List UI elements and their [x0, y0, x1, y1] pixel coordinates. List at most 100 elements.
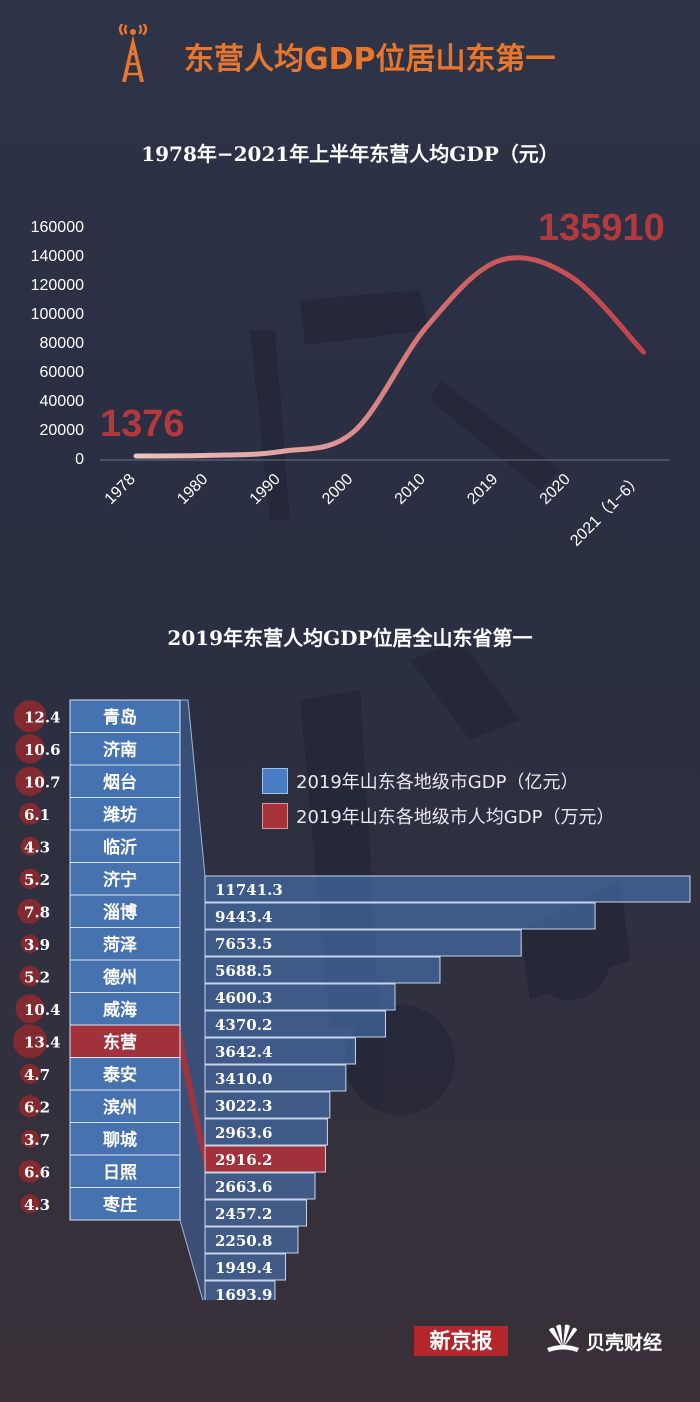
- gdp-line-series: [133, 255, 646, 459]
- legend-item-gdp: 2019年山东各地级市GDP（亿元）: [262, 766, 682, 794]
- x-tick-label-4: 2010: [392, 471, 429, 508]
- city-label-11: 泰安: [103, 1065, 137, 1086]
- radio-tower-icon: [118, 24, 148, 82]
- city-label-6: 淄博: [103, 902, 137, 923]
- per-capita-badge-10: [13, 1024, 47, 1059]
- per-capita-label-9: 10.4: [24, 1001, 61, 1019]
- city-label-13: 聊城: [103, 1130, 137, 1151]
- gdp-bar-label-4: 4600.3: [215, 989, 272, 1007]
- line-chart-title: 1978年−2021年上半年东营人均GDP（元）: [141, 142, 559, 166]
- gdp-bar-label-6: 3642.4: [215, 1043, 272, 1061]
- gdp-bar-label-10: 2916.2: [215, 1151, 272, 1169]
- per-capita-label-11: 4.7: [24, 1066, 50, 1084]
- page-title: 东营人均GDP位居山东第一: [184, 42, 556, 77]
- city-cell-8: [69, 959, 181, 993]
- per-capita-label-2: 10.7: [24, 773, 61, 791]
- city-label-10: 东营: [103, 1032, 137, 1053]
- gdp-bar-label-3: 5688.5: [215, 962, 272, 980]
- per-capita-label-12: 6.2: [24, 1098, 50, 1116]
- x-tick-label-7: 2021（1−6）: [567, 470, 647, 550]
- city-cell-6: [69, 894, 181, 928]
- gdp-bars: 11741.3 9443.4 7653.5 5688.5 4600.3 4370.2 364…: [204, 875, 691, 1300]
- gdp-bar-12: [204, 1199, 308, 1227]
- gdp-bar-label-11: 2663.6: [215, 1178, 272, 1196]
- gdp-bar-label-1: 9443.4: [215, 908, 272, 926]
- gdp-bar-label-7: 3410.0: [215, 1070, 272, 1088]
- xinjingbao-logo: 新京报: [414, 1326, 508, 1356]
- per-capita-badge-5: [19, 868, 41, 890]
- x-tick-label-1: 1980: [174, 471, 211, 508]
- city-label-1: 济南: [103, 740, 137, 761]
- gdp-bar-label-15: 1693.9: [215, 1286, 272, 1300]
- city-label-0: 青岛: [103, 707, 137, 728]
- legend-item-per-capita: 2019年山东各地级市人均GDP（万元）: [262, 801, 682, 829]
- city-cell-9: [69, 992, 181, 1026]
- per-capita-badge-15: [20, 1194, 40, 1214]
- city-label-9: 威海: [103, 1000, 137, 1021]
- gdp-bar-label-9: 2963.6: [215, 1124, 272, 1142]
- annotation-1978-value: 1376: [100, 403, 185, 445]
- per-capita-label-3: 6.1: [24, 806, 50, 824]
- per-capita-badge-1: [15, 734, 45, 764]
- per-capita-label-5: 5.2: [24, 871, 50, 889]
- city-label-8: 德州: [103, 967, 137, 988]
- per-capita-badge-0: [13, 700, 47, 733]
- line-annotations: 1376 135910: [100, 207, 665, 445]
- per-capita-label-10: 13.4: [24, 1033, 61, 1051]
- highlight-connector: [180, 1025, 205, 1172]
- per-capita-label-7: 3.9: [24, 936, 50, 954]
- per-capita-badge-11: [20, 1063, 40, 1084]
- line-chart: 0 20000 40000 60000 80000 100000 120000 140000 1…: [31, 207, 670, 550]
- legend-label-gdp: 2019年山东各地级市GDP（亿元）: [296, 772, 579, 793]
- city-cell-4: [69, 829, 181, 863]
- city-cell-10: [69, 1024, 181, 1058]
- x-tick-label-3: 2000: [319, 471, 356, 508]
- city-label-2: 烟台: [103, 772, 137, 793]
- gdp-bar-11: [204, 1172, 316, 1200]
- x-tick-label-5: 2019: [464, 471, 501, 508]
- gdp-bar-7: [204, 1064, 347, 1092]
- per-capita-label-14: 6.6: [24, 1163, 50, 1181]
- per-capita-badge-7: [20, 934, 40, 953]
- gdp-bar-6: [204, 1037, 356, 1065]
- beike-caijing-brand: 贝壳财经: [586, 1332, 663, 1354]
- x-tick-label-6: 2020: [537, 471, 574, 508]
- gdp-bar-2: [204, 929, 522, 957]
- y-axis: 0 20000 40000 60000 80000 100000 120000 140000 1…: [31, 219, 670, 468]
- gdp-bar-13: [204, 1226, 299, 1254]
- gdp-bar-3: [204, 956, 441, 984]
- city-cell-11: [69, 1057, 181, 1091]
- city-label-12: 滨州: [103, 1097, 137, 1118]
- per-capita-badge-8: [19, 965, 41, 987]
- city-cell-5: [69, 862, 181, 896]
- city-cell-0: [69, 699, 181, 733]
- annotation-peak-value: 135910: [538, 207, 665, 249]
- gdp-bar-label-13: 2250.8: [215, 1232, 272, 1250]
- per-capita-badges: 12.4 10.6 10.7 6.1 4.3 5.2 7.8 3.9 5.2 10.4 13.4 4.…: [13, 700, 61, 1214]
- x-tick-label-0: 1978: [102, 471, 139, 508]
- y-tick-label-7: 140000: [31, 248, 84, 265]
- per-capita-label-1: 10.6: [24, 741, 61, 759]
- gdp-bar-8: [204, 1091, 331, 1119]
- per-capita-badge-4: [20, 836, 40, 856]
- city-label-3: 潍坊: [103, 805, 137, 826]
- shell-logo-icon: [547, 1324, 579, 1352]
- gdp-bar-14: [204, 1253, 287, 1281]
- gdp-bar-label-8: 3022.3: [215, 1097, 272, 1115]
- gdp-bar-9: [204, 1118, 328, 1146]
- gdp-bar-4: [204, 983, 396, 1011]
- city-label-14: 日照: [103, 1163, 137, 1183]
- per-capita-badge-2: [15, 766, 45, 797]
- connector-band-shape: [179, 699, 206, 1300]
- y-tick-label-1: 20000: [40, 422, 85, 439]
- gdp-bar-label-0: 11741.3: [215, 881, 283, 899]
- gdp-bar-label-5: 4370.2: [215, 1016, 272, 1034]
- gdp-per-capita-line: [133, 255, 646, 459]
- per-capita-badge-14: [18, 1159, 42, 1183]
- x-tick-label-2: 1990: [247, 471, 284, 508]
- legend-label-per-capita: 2019年山东各地级市人均GDP（万元）: [296, 807, 615, 828]
- city-cell-13: [69, 1122, 181, 1156]
- city-cell-15: [69, 1187, 181, 1221]
